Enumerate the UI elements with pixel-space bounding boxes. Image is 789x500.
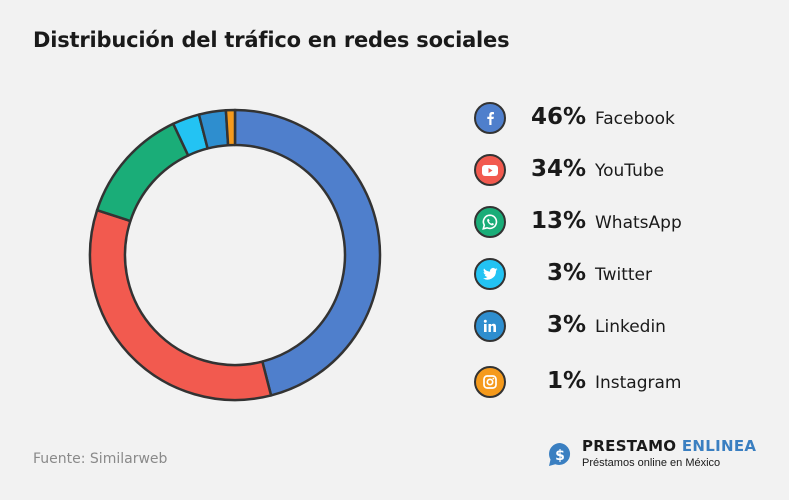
legend-value: 13% [530,208,586,234]
legend-item-instagram: 1% Instagram [474,364,774,400]
linkedin-icon [474,310,506,342]
dollar-bubble-icon: $ [546,441,574,473]
legend-value: 3% [546,312,586,338]
youtube-icon [474,154,506,186]
legend-value: 3% [546,260,586,286]
svg-text:$: $ [555,448,565,464]
legend-item-twitter: 3% Twitter [474,256,774,292]
facebook-icon [474,102,506,134]
whatsapp-icon [474,206,506,238]
donut-slice-whatsapp [95,122,190,223]
legend-label: Linkedin [595,317,666,337]
chart-title: Distribución del tráfico en redes social… [33,28,510,52]
twitter-icon [474,258,506,290]
instagram-icon [474,366,506,398]
legend-item-linkedin: 3% Linkedin [474,308,774,344]
legend-value: 1% [546,368,586,394]
source-note: Fuente: Similarweb [33,451,168,467]
donut-slice-youtube [88,208,273,402]
legend-label: Twitter [595,265,652,285]
legend-item-facebook: 46% Facebook [474,100,774,136]
legend-label: Instagram [595,373,682,393]
brand-tagline: Préstamos online en México [582,457,721,469]
legend-value: 34% [530,156,586,182]
donut-chart [88,108,382,402]
donut-slice-facebook [233,108,382,397]
legend-label: WhatsApp [595,213,682,233]
legend-item-whatsapp: 13% WhatsApp [474,204,774,240]
legend-item-youtube: 34% YouTube [474,152,774,188]
donut-slice-instagram [224,108,237,147]
legend-label: Facebook [595,109,675,129]
brand-name: PRESTAMO ENLINEA [582,437,757,455]
legend-value: 46% [530,104,586,130]
legend-label: YouTube [595,161,665,181]
